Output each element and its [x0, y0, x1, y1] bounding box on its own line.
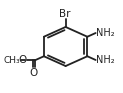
Text: O: O	[30, 68, 38, 78]
Text: CH₃: CH₃	[3, 56, 20, 65]
Text: NH₂: NH₂	[96, 28, 115, 38]
Text: Br: Br	[59, 9, 71, 19]
Text: O: O	[18, 55, 26, 65]
Text: NH₂: NH₂	[96, 55, 115, 65]
